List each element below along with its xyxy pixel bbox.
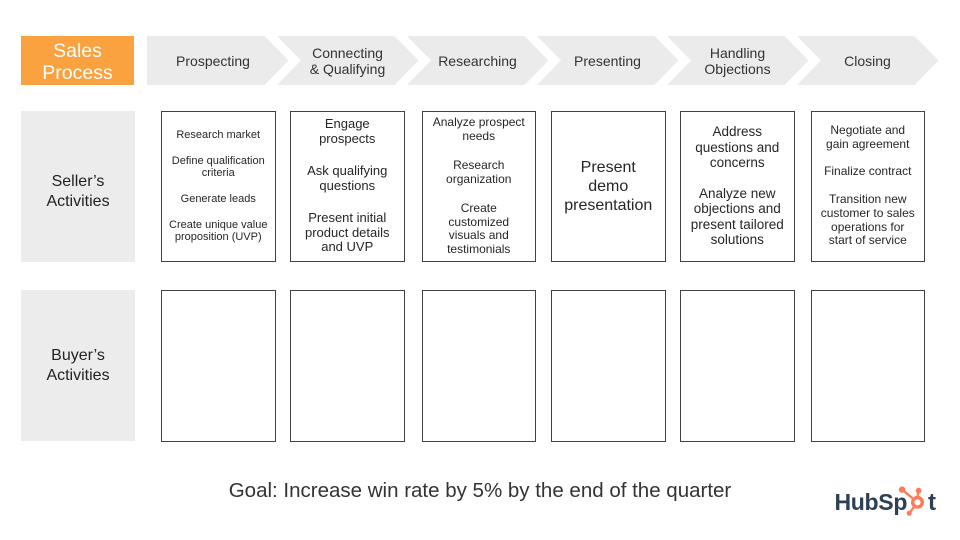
- svg-text:t: t: [928, 489, 936, 516]
- svg-text:HubSp: HubSp: [835, 489, 908, 515]
